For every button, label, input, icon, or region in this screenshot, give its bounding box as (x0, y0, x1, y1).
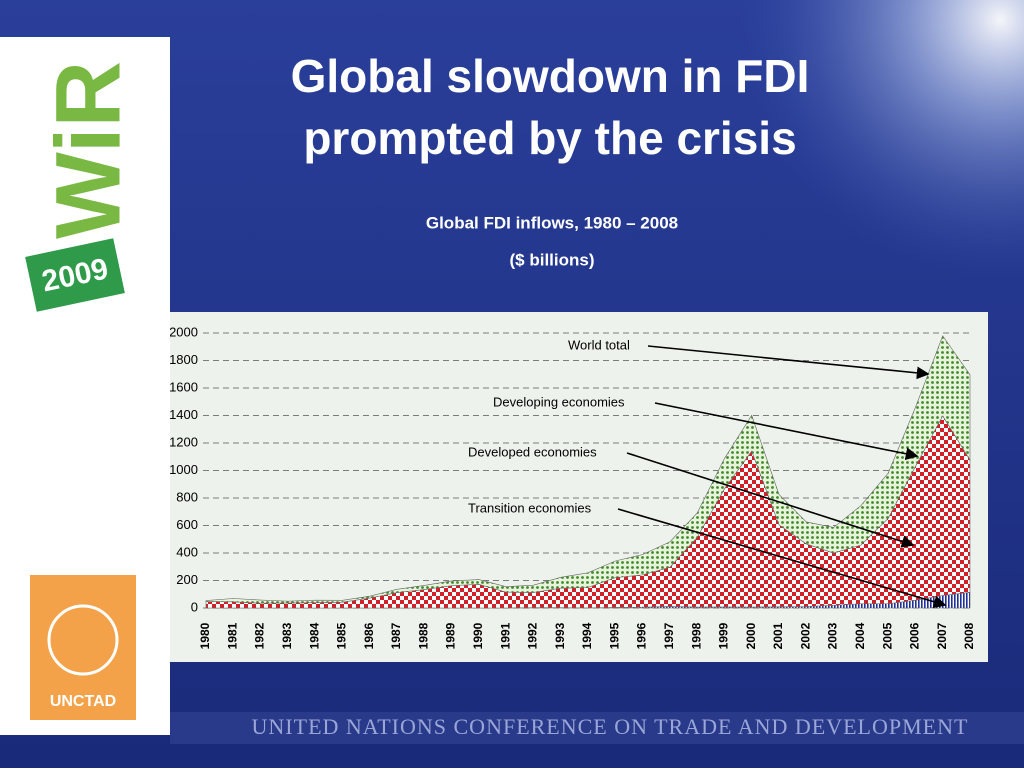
y-tick-label: 600 (176, 517, 198, 532)
x-tick-label: 2006 (908, 622, 922, 649)
x-tick-label: 1993 (553, 622, 567, 649)
x-tick-label: 1998 (689, 622, 703, 649)
wir-logo: WiR (37, 61, 139, 239)
y-tick-label: 1600 (169, 379, 198, 394)
slide-title: prompted by the crisis (303, 112, 796, 164)
annotation-arrow (647, 345, 930, 380)
chart-title: Global FDI inflows, 1980 – 2008 (426, 213, 678, 232)
x-tick-label: 2004 (853, 622, 867, 649)
x-tick-label: 2008 (962, 622, 976, 649)
x-tick-label: 1994 (580, 622, 594, 649)
x-tick-label: 1992 (526, 622, 540, 649)
x-tick-label: 1986 (362, 622, 376, 649)
x-tick-label: 1991 (498, 622, 512, 649)
y-tick-label: 200 (176, 572, 198, 587)
annotation: Developed economies (468, 444, 597, 459)
x-tick-label: 1985 (335, 622, 349, 649)
x-tick-label: 1995 (607, 622, 621, 649)
chart-panel (170, 312, 988, 662)
x-tick-label: 1981 (225, 622, 239, 649)
slide-title: Global slowdown in FDI (291, 50, 810, 102)
x-tick-label: 2002 (798, 622, 812, 649)
x-tick-label: 2007 (935, 622, 949, 649)
x-tick-label: 1990 (471, 622, 485, 649)
x-tick-label: 2001 (771, 622, 785, 649)
annotation-arrow (617, 508, 947, 608)
annotation: World total (568, 337, 630, 352)
unctad-logo (30, 575, 136, 720)
chart-subtitle: ($ billions) (510, 250, 595, 269)
org-logo: UNCTAD (50, 693, 116, 710)
x-tick-label: 1997 (662, 622, 676, 649)
area (205, 335, 971, 604)
plot: 0 200 400 600 800 1000 1200 1400 1600 1800 2000 198… (169, 324, 976, 649)
annotation: Developing economies (493, 394, 625, 409)
y-tick-label: 0 (191, 599, 198, 614)
x-tick-label: 1988 (416, 622, 430, 649)
x-tick-label: 1984 (307, 622, 321, 649)
x-tick-label: 1989 (444, 622, 458, 649)
footer-band (170, 712, 1024, 744)
un-emblem (47, 604, 119, 676)
annotation-arrow (626, 452, 915, 548)
x-tick-label: 2000 (744, 622, 758, 649)
x-tick-label: 1982 (253, 622, 267, 649)
x-tick-label: 1999 (717, 622, 731, 649)
year-badge: 2009 (25, 238, 125, 312)
y-tick-label: 1000 (169, 462, 198, 477)
y-tick-label: 2000 (169, 324, 198, 339)
footer-text: UNITED NATIONS CONFERENCE ON TRADE AND D… (252, 714, 969, 739)
x-tick-label: 2003 (826, 622, 840, 649)
y-tick-label: 1800 (169, 352, 198, 367)
y-tick-label: 1200 (169, 434, 198, 449)
x-tick-label: 1980 (198, 622, 212, 649)
y-tick-label: 1400 (169, 407, 198, 422)
annotation: Transition economies (468, 500, 592, 515)
x-tick-label: 1996 (635, 622, 649, 649)
badge (25, 238, 125, 312)
x-tick-label: 1987 (389, 622, 403, 649)
annotation-arrow (654, 402, 919, 461)
y-tick-label: 400 (176, 544, 198, 559)
y-tick-label: 800 (176, 489, 198, 504)
x-tick-label: 2005 (880, 622, 894, 649)
x-tick-label: 1983 (280, 622, 294, 649)
